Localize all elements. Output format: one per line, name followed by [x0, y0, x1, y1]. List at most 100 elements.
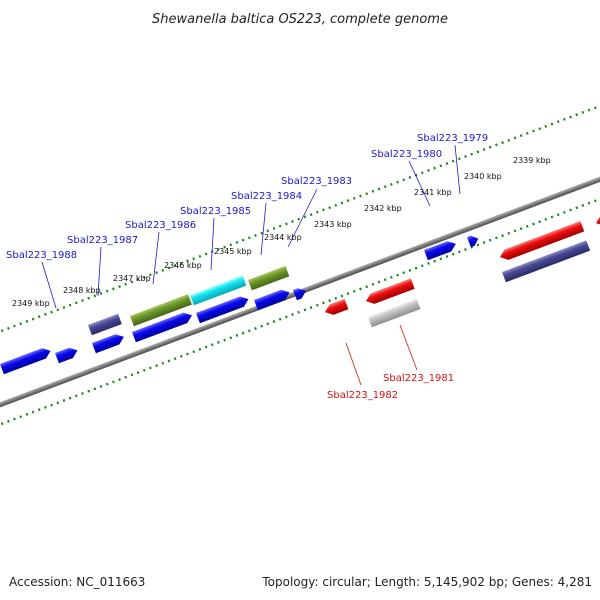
ruler-minor-tick: [25, 319, 29, 323]
ruler-minor-tick: [285, 222, 288, 226]
gene-arrow[interactable]: [254, 287, 292, 311]
ruler-minor-tick: [495, 143, 498, 147]
ruler-minor-tick: [396, 180, 399, 184]
ruler-minor-tick: [556, 120, 560, 124]
gene-label-forward[interactable]: Sbal223_1983: [281, 176, 352, 187]
ruler-minor-tick: [464, 248, 467, 251]
ruler-minor-tick: [285, 315, 288, 319]
ruler-minor-tick: [488, 145, 492, 149]
ruler-minor-tick: [44, 405, 47, 409]
ruler-minor-tick: [408, 175, 412, 179]
ruler-minor-tick: [383, 185, 387, 189]
gene-arrow[interactable]: [323, 298, 349, 317]
ruler-minor-tick: [266, 229, 270, 233]
gene-label-reverse[interactable]: Sbal223_1981: [383, 373, 454, 384]
gene-arrow[interactable]: [248, 265, 290, 291]
ruler-minor-tick: [130, 373, 134, 377]
ruler-minor-tick: [56, 401, 60, 405]
ruler-minor-tick: [272, 227, 276, 230]
ruler-minor-tick: [118, 285, 121, 289]
gene-arrow[interactable]: [88, 313, 122, 336]
ruler-minor-tick: [204, 345, 208, 349]
ruler-minor-tick: [581, 203, 585, 207]
ruler-minor-tick: [532, 222, 535, 226]
ruler-minor-tick: [217, 340, 220, 344]
ruler-minor-tick: [167, 359, 171, 363]
ruler-minor-tick: [340, 201, 344, 205]
ruler-minor-tick: [439, 257, 443, 261]
ruler-minor-tick: [62, 306, 66, 309]
gene-label-forward[interactable]: Sbal223_1979: [417, 133, 488, 144]
ruler-minor-tick: [396, 273, 399, 277]
ruler-minor-tick: [581, 110, 585, 114]
ruler-minor-tick: [81, 299, 84, 302]
ruler-minor-tick: [93, 387, 97, 391]
ruler-minor-tick: [550, 122, 554, 126]
ruler-minor-tick: [476, 150, 480, 154]
ruler-minor-tick: [482, 241, 486, 244]
ruler-minor-tick: [247, 329, 251, 333]
ruler-kbp-label: 2339 kbp: [513, 156, 551, 165]
ruler-minor-tick: [587, 201, 591, 205]
ruler-minor-tick: [476, 243, 480, 247]
ruler-minor-tick: [390, 182, 393, 186]
gene-label-leader: [454, 144, 461, 195]
ruler-minor-tick: [309, 213, 313, 217]
ruler-minor-tick: [575, 113, 579, 117]
ruler-minor-tick: [192, 257, 196, 261]
gene-arrow[interactable]: [196, 294, 250, 324]
gene-label-forward[interactable]: Sbal223_1986: [125, 220, 196, 231]
gene-arrow[interactable]: [190, 275, 247, 306]
ruler-minor-tick: [340, 294, 344, 298]
gene-arrow[interactable]: [498, 221, 585, 262]
gene-label-forward[interactable]: Sbal223_1985: [180, 206, 251, 217]
gene-arrow[interactable]: [55, 345, 79, 364]
gene-arrow[interactable]: [502, 240, 591, 283]
ruler-minor-tick: [105, 382, 109, 386]
ruler-minor-tick: [433, 166, 436, 170]
gene-arrow[interactable]: [293, 286, 308, 301]
ruler-minor-tick: [451, 252, 455, 256]
ruler-minor-tick: [464, 155, 467, 158]
ruler-minor-tick: [68, 303, 72, 307]
ruler-minor-tick: [507, 231, 511, 235]
ruler-kbp-label: 2340 kbp: [464, 172, 502, 181]
gene-arrow[interactable]: [132, 310, 194, 343]
gene-label-forward[interactable]: Sbal223_1984: [231, 191, 302, 202]
gene-label-forward[interactable]: Sbal223_1988: [6, 250, 77, 261]
gene-label-forward[interactable]: Sbal223_1980: [371, 149, 442, 160]
ruler-minor-tick: [7, 419, 10, 423]
gene-arrow[interactable]: [467, 233, 480, 248]
ruler-minor-tick: [62, 399, 66, 402]
ruler-minor-tick: [563, 117, 566, 121]
ruler-minor-tick: [408, 268, 412, 272]
gene-arrow[interactable]: [130, 294, 192, 327]
gene-label-reverse[interactable]: Sbal223_1982: [327, 390, 398, 401]
ruler-minor-tick: [136, 278, 140, 282]
ruler-minor-tick: [266, 322, 270, 326]
ruler-minor-tick: [525, 224, 529, 228]
ruler-minor-tick: [247, 236, 251, 240]
gene-label-forward[interactable]: Sbal223_1987: [67, 235, 138, 246]
ruler-minor-tick: [124, 282, 128, 286]
ruler-minor-tick: [272, 320, 276, 323]
ruler-minor-tick: [297, 217, 301, 221]
ruler-minor-tick: [7, 326, 10, 330]
gene-arrow[interactable]: [424, 239, 458, 261]
gene-arrow[interactable]: [0, 346, 53, 375]
ruler-minor-tick: [445, 162, 449, 165]
ruler-minor-tick: [19, 415, 23, 419]
ruler-minor-tick: [99, 385, 103, 388]
ruler-minor-tick: [291, 313, 294, 316]
ruler-minor-tick: [37, 408, 41, 412]
gene-arrow[interactable]: [594, 213, 600, 229]
ruler-minor-tick: [328, 206, 331, 210]
ruler-minor-tick: [260, 231, 264, 235]
ruler-minor-tick: [420, 264, 424, 268]
gene-arrow[interactable]: [364, 278, 415, 306]
gene-arrow[interactable]: [368, 298, 421, 328]
label-leaders: [41, 144, 461, 386]
gene-arrow[interactable]: [92, 332, 126, 354]
ruler-minor-tick: [161, 361, 165, 365]
